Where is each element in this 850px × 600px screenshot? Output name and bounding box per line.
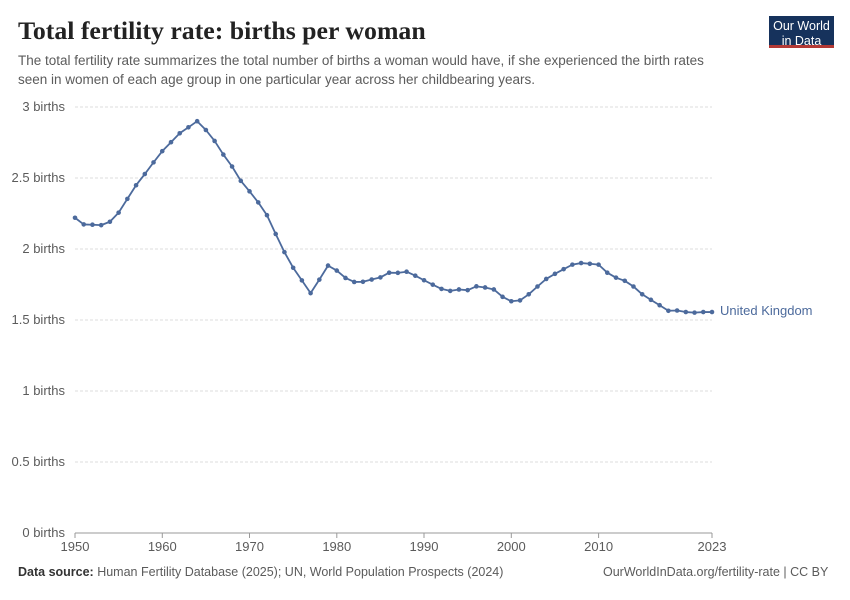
svg-text:0.5 births: 0.5 births [12, 454, 66, 469]
svg-text:1 births: 1 births [22, 383, 65, 398]
svg-text:1970: 1970 [235, 539, 264, 554]
svg-text:2 births: 2 births [22, 241, 65, 256]
svg-text:1980: 1980 [322, 539, 351, 554]
svg-text:2000: 2000 [497, 539, 526, 554]
svg-text:United Kingdom: United Kingdom [720, 303, 813, 318]
svg-text:2010: 2010 [584, 539, 613, 554]
svg-text:2.5 births: 2.5 births [12, 170, 66, 185]
svg-text:1990: 1990 [410, 539, 439, 554]
svg-text:1960: 1960 [148, 539, 177, 554]
svg-text:1950: 1950 [61, 539, 90, 554]
svg-text:2023: 2023 [698, 539, 727, 554]
svg-text:3 births: 3 births [22, 99, 65, 114]
svg-text:1.5 births: 1.5 births [12, 312, 66, 327]
svg-text:0 births: 0 births [22, 525, 65, 540]
